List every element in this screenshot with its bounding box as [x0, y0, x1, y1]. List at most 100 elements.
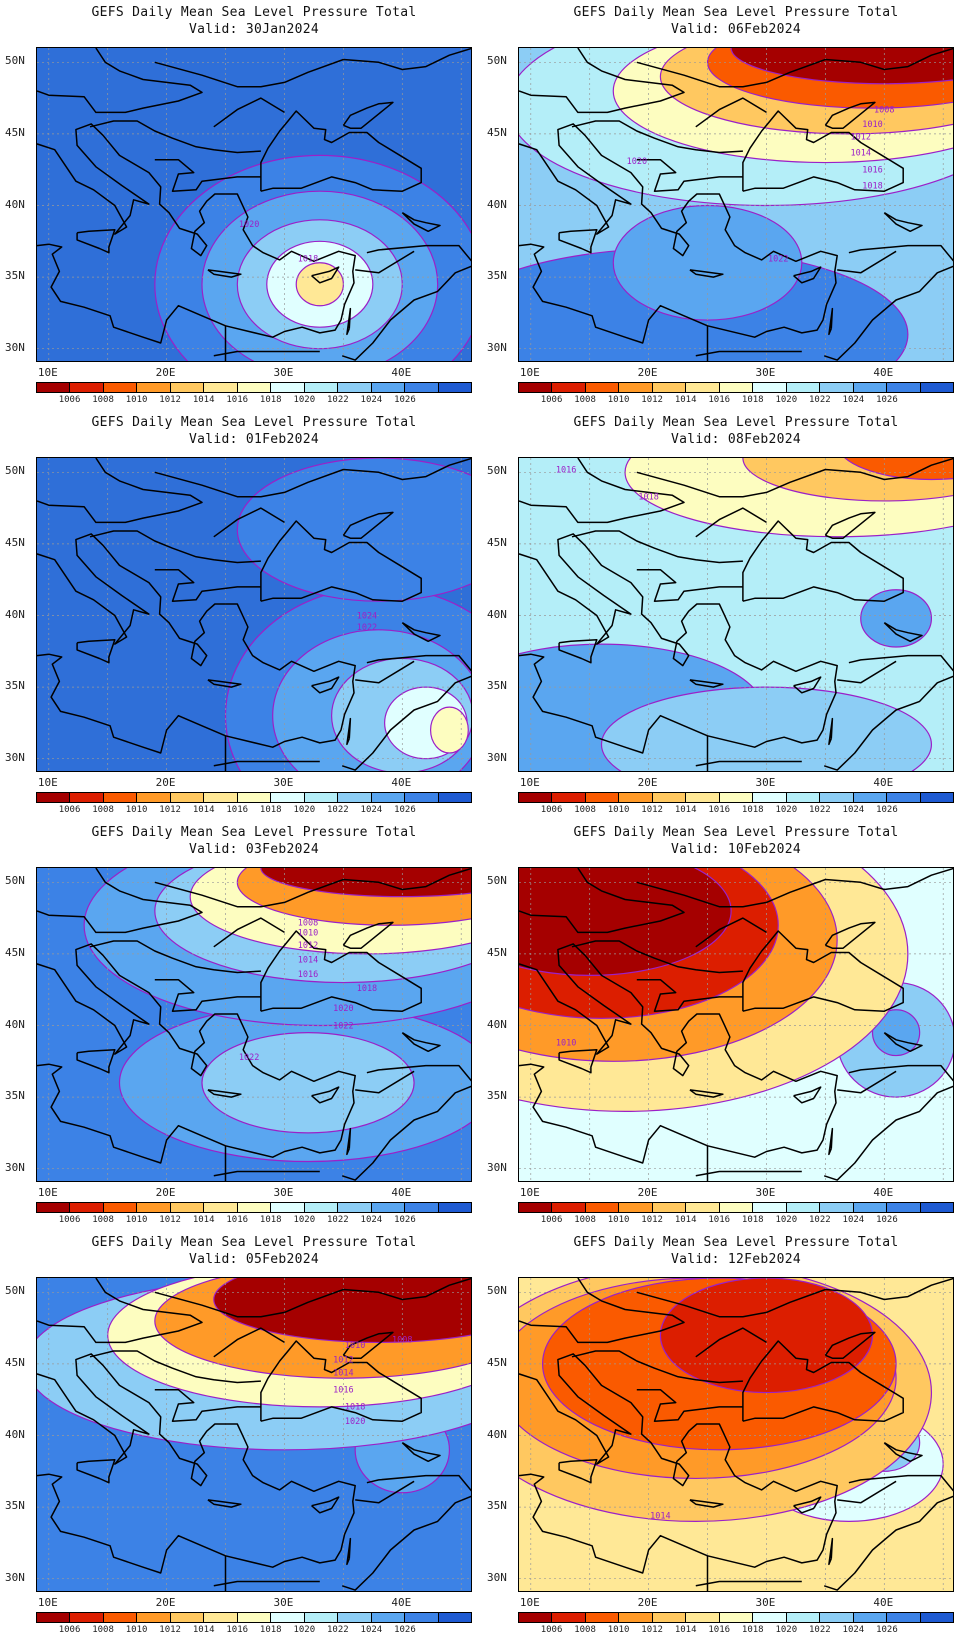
longitude-tick-label: 20E: [155, 1186, 176, 1199]
latitude-tick-label: 45N: [5, 1355, 25, 1369]
pressure-contour-band: [612, 204, 803, 321]
colorbar-label: 1018: [741, 395, 764, 405]
contour-label: 1010: [345, 1341, 365, 1351]
contour-label: 1016: [333, 1386, 353, 1396]
colorbar-swatch: [585, 1203, 620, 1212]
colorbar-label: 1010: [607, 395, 630, 405]
coastline: [311, 676, 340, 694]
colorbar-label: 1016: [708, 1625, 731, 1635]
colorbar-swatch: [686, 793, 720, 802]
latitude-tick-label: 40N: [5, 197, 25, 211]
contour-label: 1022: [768, 254, 788, 264]
coastline: [848, 1474, 953, 1492]
colorbar-swatch: [371, 793, 406, 802]
contour-label: 1012: [850, 133, 870, 143]
contour-label: 1010: [862, 120, 882, 130]
panel-title: GEFS Daily Mean Sea Level Pressure Total: [573, 1235, 899, 1250]
colorbar-label: 1020: [775, 395, 798, 405]
contour-label: 1024: [357, 611, 377, 621]
colorbar-swatch: [519, 383, 553, 392]
panel-valid-date: Valid: 08Feb2024: [670, 432, 802, 447]
colorbar-label: 1022: [809, 1215, 831, 1225]
latitude-tick-label: 45N: [5, 535, 25, 549]
contour-label: 1014: [298, 956, 318, 966]
colorbar-swatch: [887, 1613, 921, 1622]
colorbar-swatch: [853, 383, 888, 392]
coastline: [213, 1170, 320, 1177]
colorbar-label: 1022: [809, 805, 831, 815]
coastline: [883, 622, 923, 643]
colorbar-swatch: [70, 1203, 104, 1212]
colorbar-label: 1006: [58, 1215, 81, 1225]
panel-valid-date: Valid: 12Feb2024: [670, 1252, 802, 1267]
coastline: [824, 1331, 876, 1359]
panel-title: GEFS Daily Mean Sea Level Pressure Total: [91, 5, 417, 20]
latitude-tick-label: 50N: [5, 464, 25, 478]
latitude-tick-label: 30N: [5, 750, 25, 764]
panel-valid-date: Valid: 05Feb2024: [188, 1252, 320, 1267]
coastline: [689, 1089, 724, 1098]
map-panel: GEFS Daily Mean Sea Level Pressure Total…: [482, 0, 964, 410]
panel-valid-date: Valid: 10Feb2024: [670, 842, 802, 857]
colorbar-label: 1014: [674, 805, 697, 815]
longitude-tick-label: 10E: [519, 1186, 540, 1199]
coastline: [355, 660, 415, 684]
map-frame: 1014: [518, 1277, 954, 1592]
contour-label: 1014: [650, 1512, 670, 1522]
contour-label: 1020: [333, 1004, 353, 1014]
colorbar-swatch: [686, 383, 720, 392]
latitude-tick-label: 40N: [5, 1427, 25, 1441]
colorbar-swatch: [271, 383, 305, 392]
longitude-tick-label: 30E: [273, 1596, 294, 1609]
coastline: [883, 212, 923, 233]
map-frame: 1008 1010 1012 1014 1016 1018 1020 1022: [518, 47, 954, 362]
coastline: [311, 1496, 340, 1514]
longitude-tick-label: 10E: [519, 776, 540, 789]
latitude-tick-label: 35N: [5, 1499, 25, 1513]
colorbar-swatch: [585, 793, 620, 802]
longitude-tick-label: 40E: [391, 1596, 412, 1609]
coastline: [519, 1278, 685, 1344]
coastline: [793, 1496, 822, 1514]
coastline: [689, 1499, 724, 1508]
colorbar-swatch: [170, 793, 205, 802]
longitude-tick-label: 30E: [273, 1186, 294, 1199]
contour-label: 1020: [239, 220, 259, 230]
latitude-tick-label: 35N: [5, 679, 25, 693]
colorbar-swatch: [338, 793, 372, 802]
pressure-contour-band: [844, 458, 953, 481]
longitude-tick-label: 10E: [519, 1596, 540, 1609]
colorbar-label: 1014: [192, 805, 215, 815]
colorbar-label: 1026: [876, 805, 898, 815]
longitude-tick-label: 20E: [637, 1186, 658, 1199]
pressure-map: 1020 1018: [37, 48, 471, 361]
colorbar-swatch: [920, 1613, 954, 1622]
coastline: [519, 458, 685, 524]
colorbar-label: 1022: [327, 395, 349, 405]
coastline: [213, 1327, 285, 1358]
latitude-tick-label: 40N: [487, 197, 507, 211]
coastline: [154, 868, 471, 908]
colorbar-label: 1020: [775, 1215, 798, 1225]
coastline: [213, 350, 320, 357]
colorbar-swatch: [820, 793, 854, 802]
coastline: [883, 1442, 923, 1463]
coastline: [76, 229, 116, 254]
colorbar-swatch: [786, 1203, 821, 1212]
colorbar-label: 1020: [293, 805, 316, 815]
latitude-tick-label: 40N: [5, 1017, 25, 1031]
colorbar-swatch: [786, 383, 821, 392]
map-frame: 1016 1018: [518, 457, 954, 772]
coastline: [824, 511, 876, 539]
colorbar-swatch: [338, 1203, 372, 1212]
colorbar-label: 1024: [842, 1625, 865, 1635]
coastline: [519, 123, 838, 344]
colorbar-swatch: [405, 383, 439, 392]
coastline: [401, 1442, 441, 1463]
coastline: [213, 97, 285, 128]
coastline: [793, 676, 822, 694]
coastline: [695, 760, 802, 767]
longitude-tick-label: 30E: [755, 1596, 776, 1609]
colorbar-label: 1022: [327, 1215, 349, 1225]
coastline: [76, 639, 116, 664]
